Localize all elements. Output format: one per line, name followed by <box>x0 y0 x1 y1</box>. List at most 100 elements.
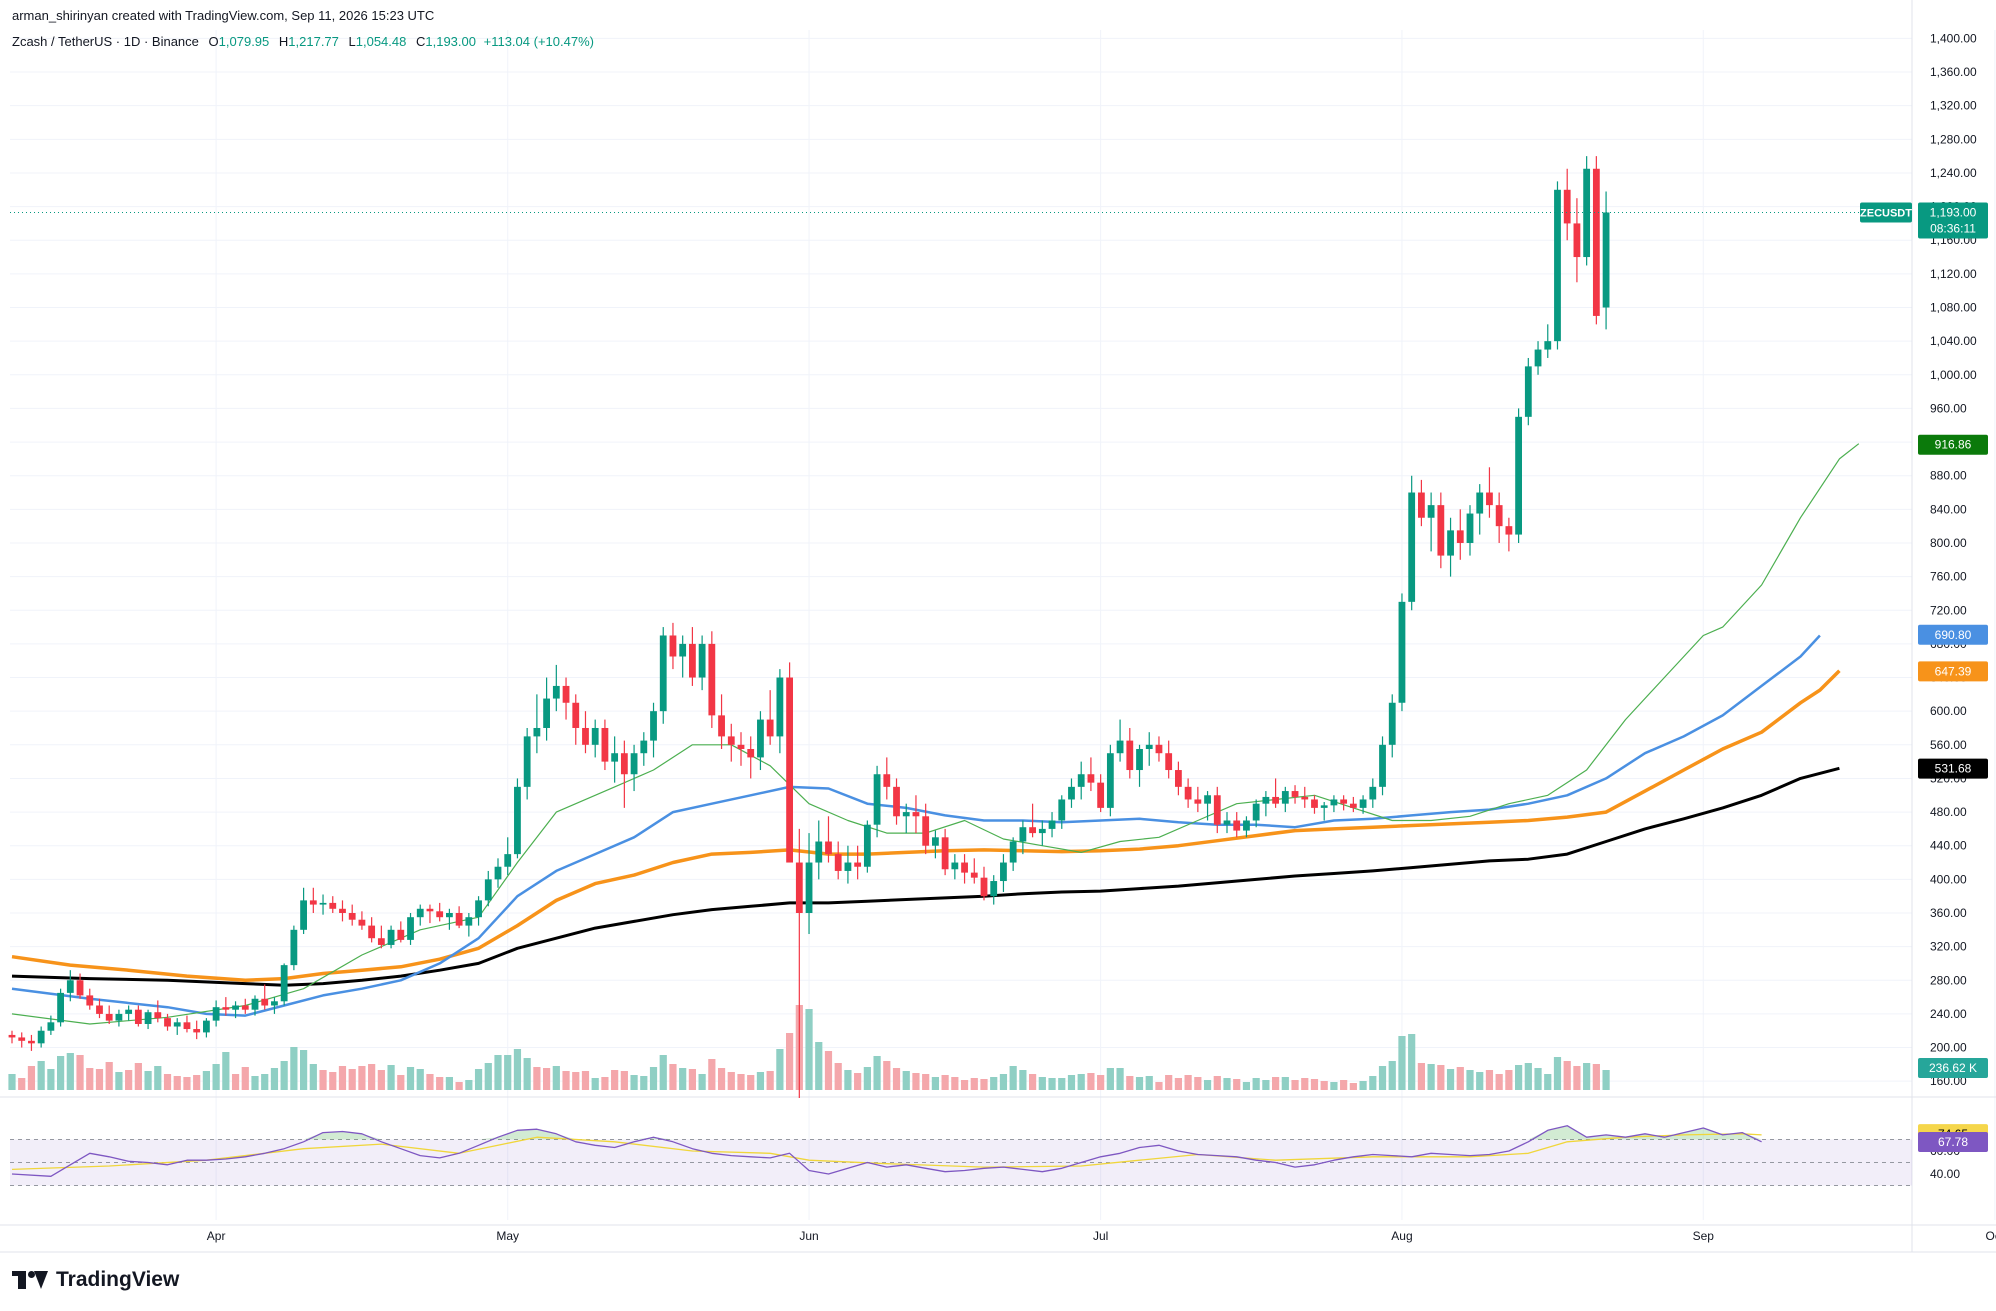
volume-bar <box>708 1059 716 1090</box>
candle <box>261 984 269 1010</box>
candle-body <box>96 1005 103 1014</box>
candle-body <box>980 877 988 897</box>
volume-bar <box>1077 1074 1085 1090</box>
volume-bar <box>960 1080 969 1090</box>
candle <box>1204 791 1211 821</box>
volume-bar <box>484 1063 492 1090</box>
candle <box>1388 694 1396 758</box>
price-badge: 690.80 <box>1918 624 1988 645</box>
candle <box>37 1026 45 1048</box>
price-badge: 67.78 <box>1918 1132 1988 1153</box>
volume-bar <box>494 1055 502 1090</box>
price-tick-label: 480.00 <box>1930 805 1967 819</box>
candle-body <box>47 1022 55 1031</box>
volume-bar <box>1242 1082 1251 1090</box>
candle <box>475 896 482 926</box>
price-tick-label: 280.00 <box>1930 973 1967 987</box>
candle <box>28 1034 35 1051</box>
volume-bar <box>280 1061 288 1090</box>
candle <box>1233 812 1241 838</box>
candle-body <box>1573 223 1581 258</box>
candle-body <box>348 912 356 920</box>
volume-bar <box>640 1076 648 1090</box>
candle-body <box>766 719 774 737</box>
volume-bar <box>1038 1077 1046 1090</box>
candle-body <box>1029 827 1036 834</box>
candle <box>348 904 356 926</box>
volume-bar <box>436 1077 444 1090</box>
candle-body <box>416 908 424 918</box>
candle <box>465 912 473 937</box>
candle <box>1301 786 1309 808</box>
time-tick-label: Apr <box>207 1229 226 1243</box>
candle <box>863 820 871 873</box>
candle <box>1019 820 1027 855</box>
candle <box>1524 357 1532 426</box>
candle <box>523 727 531 800</box>
candle-body <box>1330 799 1338 806</box>
candle <box>76 973 84 999</box>
volume-bar <box>57 1056 65 1090</box>
volume-bar <box>737 1074 745 1090</box>
price-tick-label: 560.00 <box>1930 738 1967 752</box>
ma-mid-line <box>11 634 1821 1017</box>
rsi-overbought-area <box>323 1131 343 1140</box>
volume-bar <box>1456 1067 1464 1090</box>
volume-bar <box>1126 1076 1134 1090</box>
volume-bar <box>543 1068 551 1090</box>
logo-text: TradingView <box>56 1268 180 1291</box>
volume-bar <box>1485 1070 1494 1090</box>
candle <box>572 694 580 745</box>
volume-bar <box>601 1077 609 1090</box>
candle <box>455 906 463 929</box>
time-tick-label: Oct <box>1986 1229 1996 1243</box>
candle <box>1320 801 1328 821</box>
candle-body <box>650 711 657 741</box>
volume-bar <box>941 1075 949 1090</box>
volume-bar <box>1446 1069 1455 1090</box>
candle-body <box>455 912 463 926</box>
candle-body <box>387 929 395 945</box>
candle-body <box>1291 791 1299 797</box>
candle-body <box>1602 212 1610 308</box>
candle-body <box>1116 740 1124 754</box>
candle-body <box>1136 749 1143 771</box>
candle <box>601 719 609 771</box>
candle <box>86 988 94 1010</box>
candle-body <box>193 1029 201 1033</box>
candle <box>543 677 550 741</box>
candle-body <box>757 719 764 758</box>
candle <box>883 757 891 800</box>
candle <box>193 1020 201 1040</box>
candle-body <box>1194 799 1202 804</box>
volume-bar <box>931 1077 939 1090</box>
candle <box>727 723 735 762</box>
volume-bar <box>1116 1068 1124 1090</box>
candle <box>1359 795 1367 814</box>
symbol-name[interactable]: Zcash / TetherUS · 1D · Binance <box>12 34 199 49</box>
candle-body <box>640 740 648 754</box>
volume-bar <box>1029 1074 1037 1090</box>
candle-body <box>1106 753 1114 808</box>
candle-body <box>543 698 550 728</box>
candle-body <box>1155 744 1163 754</box>
price-tick-label: 400.00 <box>1930 872 1967 886</box>
price-tick-label: 320.00 <box>1930 940 1967 954</box>
candle-body <box>271 1001 278 1006</box>
candle-body <box>18 1037 26 1041</box>
candle-body <box>232 1005 239 1010</box>
candle-body <box>8 1034 16 1038</box>
candle-body <box>1048 820 1056 829</box>
volume-bar <box>951 1077 959 1090</box>
volume-bar <box>659 1055 667 1090</box>
candle-body <box>786 677 793 863</box>
volume-bar <box>591 1078 599 1090</box>
rsi-overbought-area <box>1683 1128 1704 1140</box>
tradingview-logo[interactable]: TradingView <box>12 1268 179 1292</box>
candle <box>669 622 677 670</box>
volume-bar <box>649 1067 658 1090</box>
volume-bar <box>1505 1070 1513 1090</box>
candle <box>650 702 657 758</box>
